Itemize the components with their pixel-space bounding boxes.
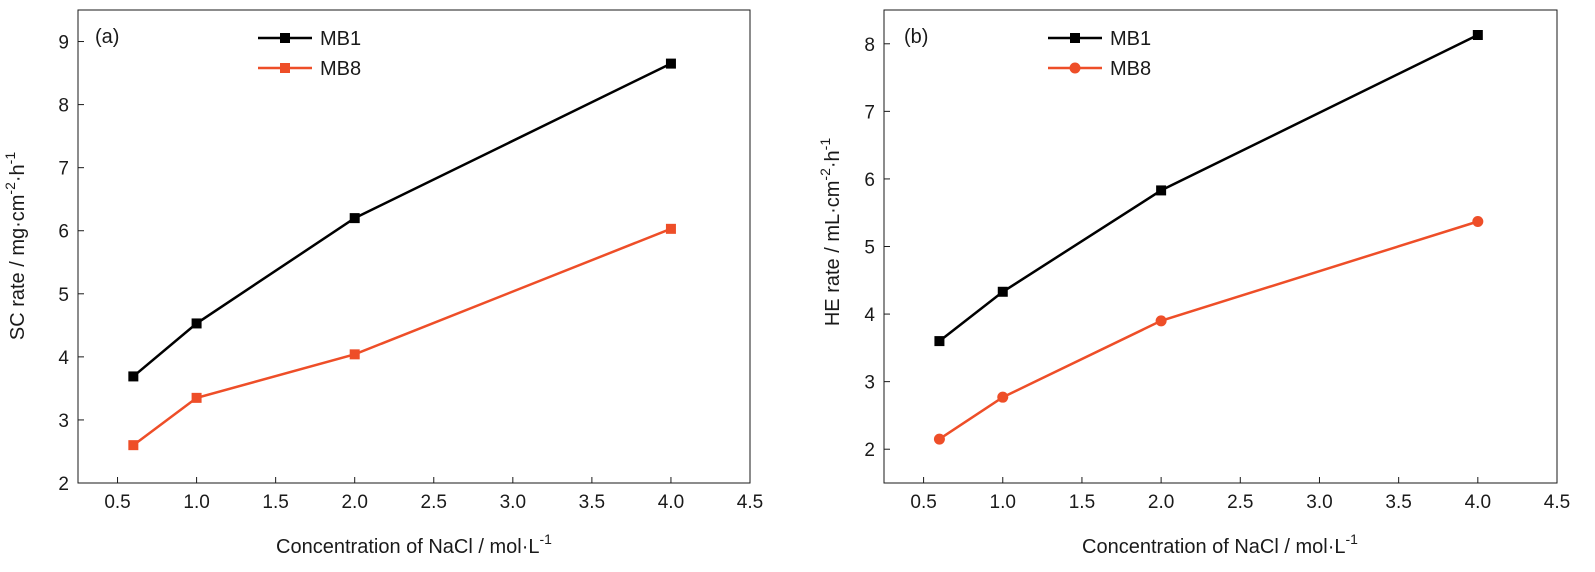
y-tick-label: 6 bbox=[58, 222, 69, 243]
panel-label: (a) bbox=[95, 26, 119, 48]
y-tick-label: 2 bbox=[864, 440, 875, 461]
legend-item: MB8 bbox=[1048, 58, 1151, 80]
plot-frame bbox=[883, 9, 1558, 484]
data-point bbox=[128, 440, 139, 451]
x-tick-label: 3.0 bbox=[1306, 492, 1332, 513]
series-line bbox=[132, 227, 672, 447]
svg-text:Concentration of NaCl / mol·L-: Concentration of NaCl / mol·L-1 bbox=[276, 531, 552, 558]
x-tick-label: 1.5 bbox=[1069, 492, 1095, 513]
legend-marker bbox=[280, 33, 290, 43]
svg-text:Concentration of NaCl / mol·L-: Concentration of NaCl / mol·L-1 bbox=[1082, 531, 1358, 558]
y-tick-label: 2 bbox=[58, 474, 69, 495]
y-tick-label: 7 bbox=[864, 102, 875, 123]
data-point bbox=[349, 349, 360, 360]
series-line bbox=[132, 62, 672, 378]
x-tick-label: 1.0 bbox=[183, 492, 209, 513]
series-line bbox=[938, 33, 1479, 343]
x-tick-label: 1.0 bbox=[990, 492, 1016, 513]
data-point bbox=[934, 336, 945, 347]
x-tick-label: 3.5 bbox=[579, 492, 605, 513]
x-tick-label: 3.0 bbox=[500, 492, 526, 513]
x-tick-label: 3.5 bbox=[1385, 492, 1411, 513]
y-tick-label: 3 bbox=[864, 373, 875, 394]
y-tick-label: 5 bbox=[864, 238, 875, 259]
data-point bbox=[997, 286, 1008, 297]
panel-label: (b) bbox=[904, 26, 928, 48]
legend-label: MB8 bbox=[1110, 58, 1151, 80]
axis-ticks: 0.5 1.0 1.5 2.0 2.5 3.0 3.5 4.0 4.5 2 3 4 5 6 7 8 9 bbox=[58, 33, 763, 513]
x-tick-label: 0.5 bbox=[104, 492, 130, 513]
data-point bbox=[1472, 215, 1484, 227]
legend-label: MB8 bbox=[320, 58, 361, 80]
data-point bbox=[665, 58, 676, 69]
x-tick-label: 4.0 bbox=[1465, 492, 1491, 513]
data-point bbox=[997, 391, 1009, 403]
x-tick-label: 1.5 bbox=[262, 492, 288, 513]
series-layer bbox=[933, 30, 1484, 445]
data-point bbox=[933, 433, 945, 445]
series-layer bbox=[128, 58, 676, 451]
data-point bbox=[349, 213, 360, 224]
svg-text:HE rate / mL·cm-2·h-1: HE rate / mL·cm-2·h-1 bbox=[817, 138, 844, 326]
chart-panel-a: (a) Concentration of NaCl / mol·L-1 SC r… bbox=[2, 9, 763, 558]
x-tick-label: 4.5 bbox=[737, 492, 763, 513]
legend-item: MB1 bbox=[1048, 28, 1151, 50]
x-tick-label: 4.5 bbox=[1544, 492, 1570, 513]
plot-frame bbox=[77, 9, 751, 484]
x-tick-label: 2.0 bbox=[1148, 492, 1174, 513]
x-tick-label: 2.0 bbox=[341, 492, 367, 513]
x-tick-label: 2.5 bbox=[421, 492, 447, 513]
legend-marker bbox=[1070, 33, 1080, 43]
series-mb8 bbox=[933, 215, 1484, 445]
legend-marker bbox=[1069, 62, 1081, 74]
x-tick-label: 4.0 bbox=[658, 492, 684, 513]
x-tick-label: 0.5 bbox=[910, 492, 936, 513]
series-mb1 bbox=[934, 30, 1483, 347]
x-axis-label: Concentration of NaCl / mol·L-1 bbox=[1082, 531, 1358, 558]
data-point bbox=[1156, 185, 1167, 196]
legend-label: MB1 bbox=[320, 28, 361, 50]
svg-text:SC rate / mg·cm-2·h-1: SC rate / mg·cm-2·h-1 bbox=[2, 152, 29, 340]
y-tick-label: 6 bbox=[864, 170, 875, 191]
y-tick-label: 3 bbox=[58, 411, 69, 432]
chart-panel-b: (b) Concentration of NaCl / mol·L-1 HE r… bbox=[817, 9, 1570, 558]
data-point bbox=[191, 318, 202, 329]
data-point bbox=[1472, 30, 1483, 41]
series-line bbox=[938, 220, 1479, 441]
y-tick-label: 9 bbox=[58, 33, 69, 54]
data-point bbox=[1155, 315, 1167, 327]
legend-item: MB8 bbox=[258, 58, 361, 80]
x-axis-label: Concentration of NaCl / mol·L-1 bbox=[276, 531, 552, 558]
series-mb1 bbox=[128, 58, 676, 382]
y-tick-label: 8 bbox=[864, 35, 875, 56]
y-axis-label: SC rate / mg·cm-2·h-1 bbox=[2, 152, 29, 340]
axis-ticks: 0.5 1.0 1.5 2.0 2.5 3.0 3.5 4.0 4.5 2 3 4 5 6 7 8 bbox=[864, 35, 1570, 513]
y-tick-label: 4 bbox=[58, 348, 69, 369]
legend-item: MB1 bbox=[258, 28, 361, 50]
x-tick-label: 2.5 bbox=[1227, 492, 1253, 513]
y-tick-label: 5 bbox=[58, 285, 69, 306]
legend-marker bbox=[280, 63, 290, 73]
y-tick-label: 7 bbox=[58, 159, 69, 180]
y-axis-label: HE rate / mL·cm-2·h-1 bbox=[817, 138, 844, 326]
data-point bbox=[191, 392, 202, 403]
series-mb8 bbox=[128, 223, 676, 451]
legend-label: MB1 bbox=[1110, 28, 1151, 50]
data-point bbox=[128, 371, 139, 382]
y-tick-label: 4 bbox=[864, 305, 875, 326]
y-tick-label: 8 bbox=[58, 96, 69, 117]
data-point bbox=[665, 223, 676, 234]
